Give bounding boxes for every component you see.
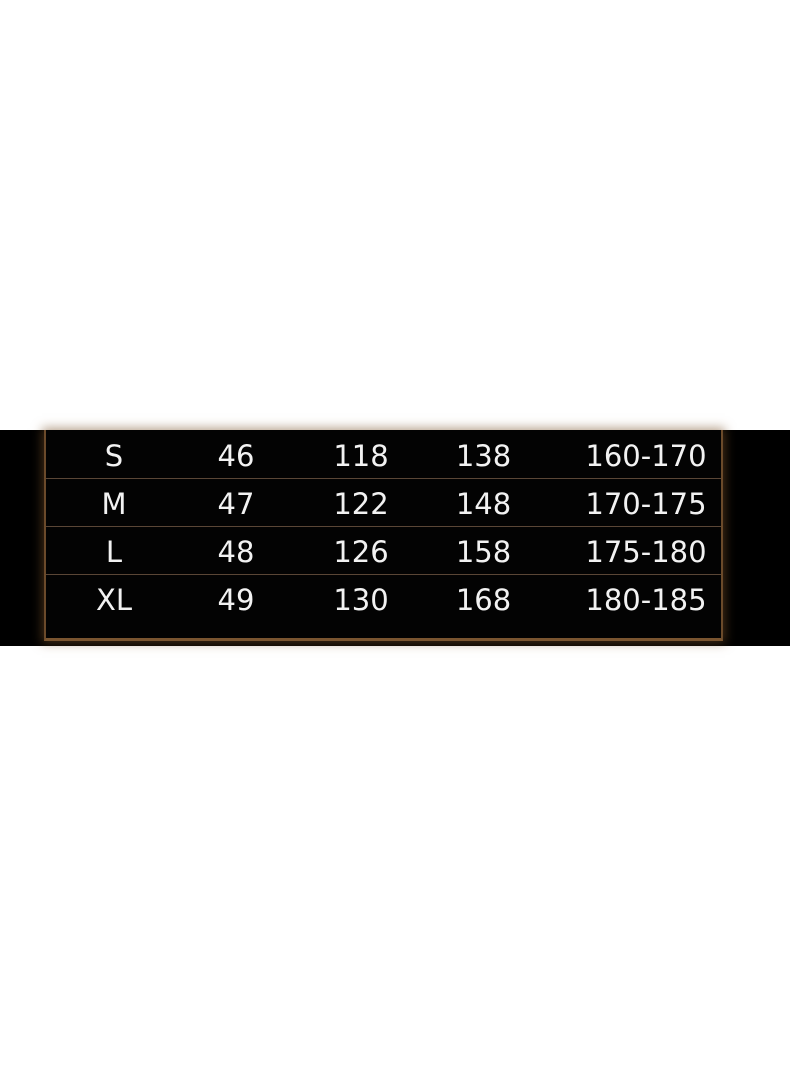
table-cell: 168 (455, 583, 512, 617)
table-cell: 175-180 (585, 535, 707, 569)
table-cell: 170-175 (585, 487, 707, 521)
table-cell: 47 (217, 487, 255, 521)
table-cell: S (104, 439, 124, 473)
table-row: S 46 118 138 160-170 (46, 430, 721, 479)
table-cell: 118 (333, 439, 389, 473)
table-cell: 49 (217, 583, 255, 617)
table-cell: M (101, 487, 127, 521)
table-row: XL 49 130 168 180-185 (46, 574, 721, 622)
table-cell: 138 (455, 439, 512, 473)
table-cell: 126 (333, 535, 389, 569)
table-cell: 122 (333, 487, 389, 521)
table-cell: 46 (217, 439, 255, 473)
table-cell: L (105, 535, 123, 569)
table-cell: 158 (455, 535, 512, 569)
table-cell: 130 (333, 583, 389, 617)
table-row: L 48 126 158 175-180 (46, 526, 721, 575)
table-cell: 180-185 (585, 583, 707, 617)
table-cell: 160-170 (585, 439, 707, 473)
table-cell: 148 (455, 487, 512, 521)
table-cell: 48 (217, 535, 255, 569)
table-cell: XL (95, 583, 133, 617)
table-row: M 47 122 148 170-175 (46, 478, 721, 527)
size-chart-table: S 46 118 138 160-170 M 47 122 148 170-175 L 48 126 15… (44, 430, 723, 641)
